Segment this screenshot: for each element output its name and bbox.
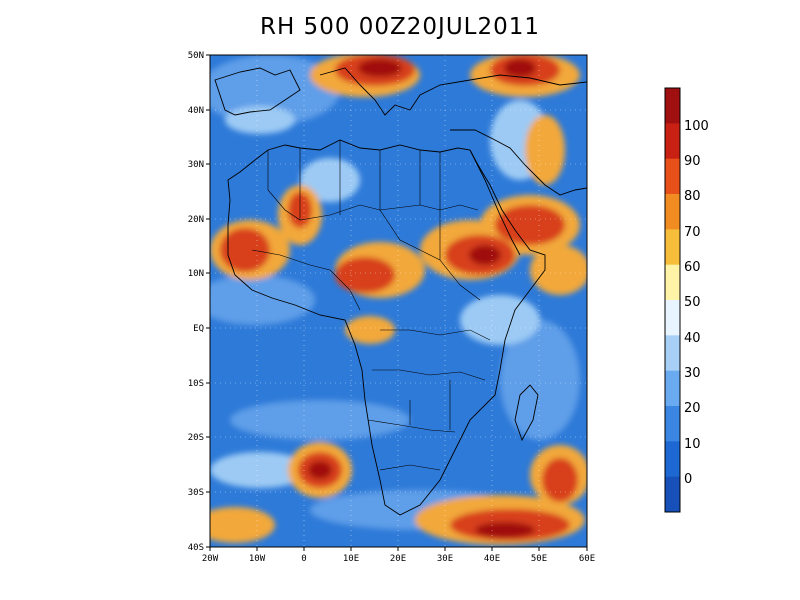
field-patch — [308, 461, 332, 479]
colorbar: 100 90 80 70 60 50 40 30 20 10 0 — [664, 87, 709, 513]
field-patch — [210, 55, 340, 125]
lat-tick-label: 10S — [188, 379, 204, 389]
colorbar-frame — [664, 87, 681, 513]
lat-tick-label: 20S — [188, 433, 204, 443]
field-patch — [210, 275, 315, 325]
field-patch — [495, 205, 565, 245]
field-patch — [225, 106, 295, 134]
lat-tick-label: 30N — [188, 160, 204, 170]
field-patch — [504, 59, 536, 77]
colorbar-label: 70 — [684, 225, 701, 240]
map-title: RH 500 00Z20JUL2011 — [259, 14, 541, 40]
colorbar-cell — [665, 123, 680, 160]
field-patch — [542, 458, 578, 502]
field-patch — [500, 320, 580, 440]
lat-tick-label: 20N — [188, 215, 204, 225]
colorbar-label: 40 — [684, 331, 701, 346]
field-patch — [230, 400, 410, 440]
colorbar-cell — [665, 88, 680, 124]
lat-tick-label: EQ — [193, 324, 204, 334]
country-borders — [251, 140, 491, 471]
field-patch — [335, 257, 395, 293]
lat-tick-label: 10N — [188, 269, 204, 279]
lon-tick-label: 50E — [531, 554, 547, 564]
colorbar-cell — [665, 406, 680, 442]
lon-tick-label: 20W — [202, 554, 219, 564]
colorbar-label: 30 — [684, 366, 701, 381]
colorbar-cell — [665, 194, 680, 230]
lat-tick-label: 40N — [188, 106, 204, 116]
colorbar-cell — [665, 264, 680, 301]
grid-lines — [210, 55, 587, 547]
colorbar-cell — [665, 335, 680, 372]
lat-tick-label: 40S — [188, 543, 204, 553]
lon-axis: 20W 10W 0 10E 20E 30E 40E 50E 60E — [202, 547, 595, 564]
humidity-field — [210, 55, 587, 547]
lat-tick-label: 50N — [188, 51, 204, 61]
colorbar-label: 50 — [684, 295, 701, 310]
colorbar-cell — [665, 229, 680, 266]
coastlines — [214, 67, 587, 516]
colorbar-label: 100 — [684, 119, 709, 134]
colorbar-label: 80 — [684, 189, 701, 204]
colorbar-label: 20 — [684, 401, 701, 416]
lon-tick-label: 10W — [249, 554, 266, 564]
colorbar-label: 10 — [684, 437, 701, 452]
field-patch — [220, 228, 270, 272]
lat-tick-label: 30S — [188, 488, 204, 498]
field-patch — [210, 452, 310, 488]
colorbar-label: 90 — [684, 154, 701, 169]
colorbar-label: 0 — [684, 472, 692, 487]
colorbar-label: 60 — [684, 260, 701, 275]
field-patch — [525, 115, 565, 185]
lon-tick-label: 10E — [343, 554, 359, 564]
lon-tick-label: 0 — [301, 554, 306, 564]
lon-tick-label: 30E — [437, 554, 453, 564]
field-patch — [475, 522, 535, 538]
field-patch — [460, 295, 540, 345]
colorbar-cell — [665, 158, 680, 195]
field-patch — [345, 316, 395, 344]
field-patch — [300, 158, 360, 202]
field-patch — [210, 507, 275, 543]
field-patch — [469, 245, 501, 265]
lon-tick-label: 20E — [390, 554, 406, 564]
field-patch — [530, 245, 587, 295]
lon-tick-label: 60E — [579, 554, 595, 564]
colorbar-cell — [665, 476, 680, 513]
colorbar-cell — [665, 370, 680, 407]
lat-axis: 50N 40N 30N 20N 10N EQ 10S 20S 30S 40S — [188, 51, 210, 553]
lon-tick-label: 40E — [484, 554, 500, 564]
colorbar-cell — [665, 441, 680, 478]
field-patch — [358, 59, 402, 77]
colorbar-cell — [665, 300, 680, 336]
